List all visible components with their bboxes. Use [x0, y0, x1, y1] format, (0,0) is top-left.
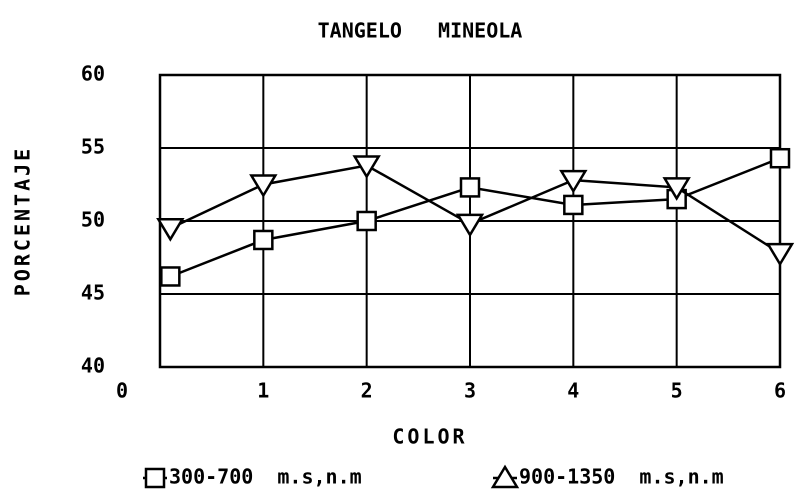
marker [459, 177, 481, 198]
chart-title: TANGELO MINEOLA [318, 19, 523, 43]
marker [249, 174, 278, 198]
marker [490, 464, 520, 489]
x-tick-label: 1 [257, 379, 269, 403]
marker [765, 242, 795, 267]
marker [559, 169, 588, 194]
marker [160, 266, 181, 287]
y-axis-label: PORCENTAJE [11, 146, 35, 296]
legend-label: 300-700 m.s,n.m [169, 465, 362, 489]
marker [356, 210, 377, 232]
x-tick-label: 0 [116, 379, 128, 403]
marker [156, 218, 185, 242]
legend-label: 900-1350 m.s,n.m [519, 465, 724, 489]
marker [352, 155, 381, 179]
y-tick-label: 50 [81, 208, 105, 232]
x-tick-label: 5 [671, 379, 683, 403]
x-tick-label: 2 [361, 379, 373, 403]
y-tick-label: 45 [81, 281, 105, 305]
x-tick-label: 4 [567, 379, 579, 403]
marker [662, 177, 691, 201]
y-tick-label: 60 [81, 62, 105, 86]
marker [144, 467, 166, 489]
y-tick-label: 40 [81, 354, 105, 378]
x-tick-label: 6 [774, 379, 786, 403]
x-axis-label: COLOR [392, 425, 467, 449]
marker [253, 229, 274, 251]
x-tick-label: 3 [464, 379, 476, 403]
marker [455, 213, 485, 238]
marker [563, 194, 584, 216]
marker [769, 147, 791, 169]
y-tick-label: 55 [81, 135, 105, 159]
